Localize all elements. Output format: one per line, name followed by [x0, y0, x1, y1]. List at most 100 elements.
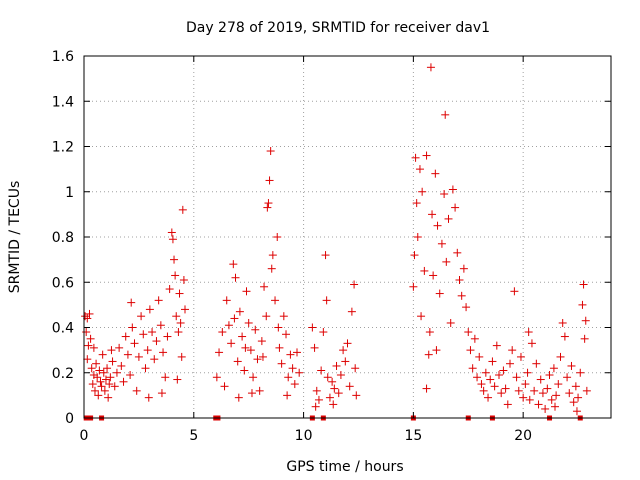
- data-point: [345, 382, 354, 391]
- data-point: [420, 266, 429, 275]
- data-point: [229, 260, 238, 269]
- data-point: [290, 380, 299, 389]
- x-tick-label: 10: [295, 428, 313, 444]
- data-point: [432, 346, 441, 355]
- data-point: [218, 328, 227, 337]
- data-point: [339, 346, 348, 355]
- data-point: [212, 373, 221, 382]
- data-point: [277, 359, 286, 368]
- data-point: [244, 318, 253, 327]
- data-point: [107, 346, 116, 355]
- data-point: [428, 210, 437, 219]
- data-point: [410, 251, 419, 260]
- data-point: [451, 203, 460, 212]
- x-tick-label: 5: [189, 428, 198, 444]
- data-point: [117, 361, 126, 370]
- data-point: [112, 368, 121, 377]
- data-point: [322, 296, 331, 305]
- data-point: [83, 355, 92, 364]
- data-point: [257, 337, 266, 346]
- data-point: [179, 275, 188, 284]
- data-point: [99, 368, 108, 377]
- data-point: [308, 323, 317, 332]
- x-tick-label: 0: [80, 428, 89, 444]
- plot-points: [81, 63, 591, 421]
- data-point: [347, 307, 356, 316]
- data-point: [224, 321, 233, 330]
- data-point: [105, 380, 114, 389]
- data-point: [240, 366, 249, 375]
- data-point: [123, 350, 132, 359]
- data-point: [132, 386, 141, 395]
- data-point: [352, 391, 361, 400]
- data-point: [231, 273, 240, 282]
- data-point: [157, 389, 166, 398]
- data-point: [127, 298, 136, 307]
- data-point: [150, 355, 159, 364]
- data-point: [108, 357, 117, 366]
- data-point: [556, 352, 565, 361]
- data-point: [336, 371, 345, 380]
- data-point: [265, 176, 274, 185]
- data-point: [486, 375, 495, 384]
- data-point: [323, 373, 332, 382]
- data-point: [409, 282, 418, 291]
- data-point: [104, 393, 113, 402]
- data-point: [411, 153, 420, 162]
- data-point: [312, 386, 321, 395]
- data-point: [481, 368, 490, 377]
- x-tick-label: 20: [514, 428, 532, 444]
- data-point: [484, 393, 493, 402]
- data-point: [569, 398, 578, 407]
- data-point: [572, 407, 581, 416]
- data-point: [85, 309, 94, 318]
- data-point: [98, 350, 107, 359]
- x-axis-label: GPS time / hours: [286, 459, 403, 475]
- data-point: [284, 373, 293, 382]
- data-point: [499, 366, 508, 375]
- data-point: [139, 330, 148, 339]
- data-point: [541, 404, 550, 413]
- data-point: [415, 165, 424, 174]
- data-point: [459, 264, 468, 273]
- data-point: [334, 389, 343, 398]
- data-point: [514, 386, 523, 395]
- grid: [84, 56, 611, 418]
- data-point: [565, 389, 574, 398]
- data-point: [429, 271, 438, 280]
- data-point: [519, 393, 528, 402]
- data-point: [170, 255, 179, 264]
- data-point: [255, 386, 264, 395]
- data-point: [580, 334, 589, 343]
- data-point: [571, 382, 580, 391]
- data-point: [479, 386, 488, 395]
- data-point: [103, 364, 112, 373]
- data-point: [317, 366, 326, 375]
- data-point: [128, 323, 137, 332]
- data-point: [470, 334, 479, 343]
- data-point: [490, 382, 499, 391]
- data-point: [321, 251, 330, 260]
- data-point: [235, 307, 244, 316]
- data-point: [172, 312, 181, 321]
- data-point: [501, 384, 510, 393]
- data-point: [262, 312, 271, 321]
- data-point: [154, 296, 163, 305]
- data-point: [279, 312, 288, 321]
- y-tick-label: 0.4: [52, 321, 74, 337]
- data-point: [314, 395, 323, 404]
- data-point: [106, 373, 115, 382]
- data-point: [181, 305, 190, 314]
- data-point: [341, 357, 350, 366]
- data-point: [156, 321, 165, 330]
- data-point: [148, 328, 157, 337]
- data-point: [543, 384, 552, 393]
- data-point: [418, 187, 427, 196]
- data-point: [288, 364, 297, 373]
- data-point: [87, 364, 96, 373]
- data-point: [466, 346, 475, 355]
- data-point: [495, 371, 504, 380]
- data-point: [448, 185, 457, 194]
- data-point: [178, 205, 187, 214]
- data-point: [258, 352, 267, 361]
